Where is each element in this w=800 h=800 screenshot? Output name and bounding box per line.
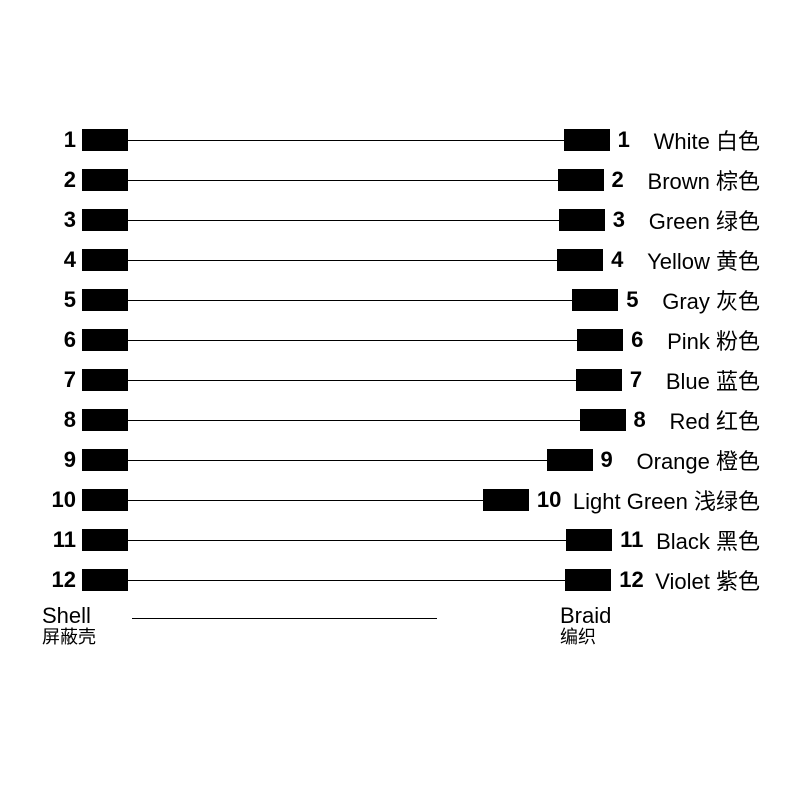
pin-number-right: 2 xyxy=(604,167,648,193)
pin-number-left: 10 xyxy=(40,487,82,513)
pin-block-right xyxy=(559,209,605,231)
pin-row: 11White 白色 xyxy=(40,120,760,160)
pin-block-left xyxy=(82,369,128,391)
pin-number-left: 8 xyxy=(40,407,82,433)
braid-label-en: Braid xyxy=(560,604,760,628)
pin-block-right xyxy=(577,329,623,351)
pin-number-right: 9 xyxy=(593,447,637,473)
pin-wire xyxy=(128,220,559,221)
pin-number-left: 4 xyxy=(40,247,82,273)
pin-number-left: 7 xyxy=(40,367,82,393)
pin-block-left xyxy=(82,129,128,151)
pin-block-right xyxy=(580,409,626,431)
shell-label-zh: 屏蔽壳 xyxy=(42,628,96,648)
shield-wire-wrap xyxy=(132,604,514,632)
pin-row: 66Pink 粉色 xyxy=(40,320,760,360)
pin-number-right: 5 xyxy=(618,287,662,313)
pin-color-label: Pink 粉色 xyxy=(667,324,760,356)
pin-color-label: Black 黑色 xyxy=(656,524,760,556)
pin-row: 55Gray 灰色 xyxy=(40,280,760,320)
pin-block-right xyxy=(558,169,604,191)
pin-row: 33Green 绿色 xyxy=(40,200,760,240)
pin-row: 1212Violet 紫色 xyxy=(40,560,760,600)
pin-row: 77Blue 蓝色 xyxy=(40,360,760,400)
pin-number-left: 11 xyxy=(40,527,82,553)
pin-number-right: 11 xyxy=(612,527,656,553)
shield-wire xyxy=(132,618,437,619)
pin-number-left: 3 xyxy=(40,207,82,233)
pin-number-left: 12 xyxy=(40,567,82,593)
pin-number-left: 5 xyxy=(40,287,82,313)
pin-block-left xyxy=(82,489,128,511)
pin-wire xyxy=(128,260,557,261)
pin-wire xyxy=(128,140,564,141)
pin-wire xyxy=(128,460,547,461)
pin-wire xyxy=(128,180,558,181)
pin-wire xyxy=(128,540,566,541)
wiring-diagram: 11White 白色22Brown 棕色33Green 绿色44Yellow 黄… xyxy=(40,120,760,648)
shield-row: Shell 屏蔽壳 Braid 编织 xyxy=(40,604,760,648)
pin-block-right xyxy=(557,249,603,271)
shell-label-en: Shell xyxy=(42,604,91,628)
pin-block-right xyxy=(572,289,618,311)
pin-block-left xyxy=(82,249,128,271)
pin-color-label: Light Green 浅绿色 xyxy=(573,484,760,516)
pin-block-right xyxy=(565,569,611,591)
pin-color-label: Gray 灰色 xyxy=(662,284,760,316)
pin-number-right: 10 xyxy=(529,487,573,513)
pin-row: 44Yellow 黄色 xyxy=(40,240,760,280)
pin-block-right xyxy=(483,489,529,511)
pin-color-label: Red 红色 xyxy=(670,404,760,436)
braid-label: Braid 编织 xyxy=(514,604,760,648)
pin-wire xyxy=(128,300,572,301)
pin-wire xyxy=(128,580,565,581)
pin-color-label: Blue 蓝色 xyxy=(666,364,760,396)
pin-wire xyxy=(128,420,580,421)
pin-number-left: 9 xyxy=(40,447,82,473)
pin-block-left xyxy=(82,289,128,311)
shell-label: Shell 屏蔽壳 xyxy=(40,604,132,648)
braid-label-zh: 编织 xyxy=(560,628,760,648)
pin-number-left: 2 xyxy=(40,167,82,193)
pin-wire xyxy=(128,380,576,381)
pin-color-label: Green 绿色 xyxy=(649,204,760,236)
pin-block-left xyxy=(82,169,128,191)
pin-number-left: 6 xyxy=(40,327,82,353)
pin-row: 1111Black 黑色 xyxy=(40,520,760,560)
pin-row: 88Red 红色 xyxy=(40,400,760,440)
pin-color-label: Violet 紫色 xyxy=(655,564,760,596)
pin-rows: 11White 白色22Brown 棕色33Green 绿色44Yellow 黄… xyxy=(40,120,760,600)
pin-number-right: 3 xyxy=(605,207,649,233)
pin-block-left xyxy=(82,449,128,471)
pin-block-left xyxy=(82,569,128,591)
pin-wire xyxy=(128,500,483,501)
pin-row: 1010Light Green 浅绿色 xyxy=(40,480,760,520)
pin-number-right: 1 xyxy=(610,127,654,153)
pin-block-left xyxy=(82,329,128,351)
pin-number-right: 8 xyxy=(626,407,670,433)
pin-row: 99Orange 橙色 xyxy=(40,440,760,480)
pin-color-label: Yellow 黄色 xyxy=(647,244,760,276)
pin-block-left xyxy=(82,409,128,431)
pin-row: 22Brown 棕色 xyxy=(40,160,760,200)
pin-block-left xyxy=(82,209,128,231)
pin-number-right: 4 xyxy=(603,247,647,273)
pin-wire xyxy=(128,340,577,341)
pin-color-label: Brown 棕色 xyxy=(648,164,760,196)
pin-color-label: Orange 橙色 xyxy=(637,444,761,476)
pin-number-right: 6 xyxy=(623,327,667,353)
pin-number-right: 7 xyxy=(622,367,666,393)
pin-number-left: 1 xyxy=(40,127,82,153)
pin-block-right xyxy=(547,449,593,471)
pin-block-left xyxy=(82,529,128,551)
pin-block-right xyxy=(564,129,610,151)
pin-color-label: White 白色 xyxy=(654,124,760,156)
pin-block-right xyxy=(576,369,622,391)
pin-block-right xyxy=(566,529,612,551)
pin-number-right: 12 xyxy=(611,567,655,593)
